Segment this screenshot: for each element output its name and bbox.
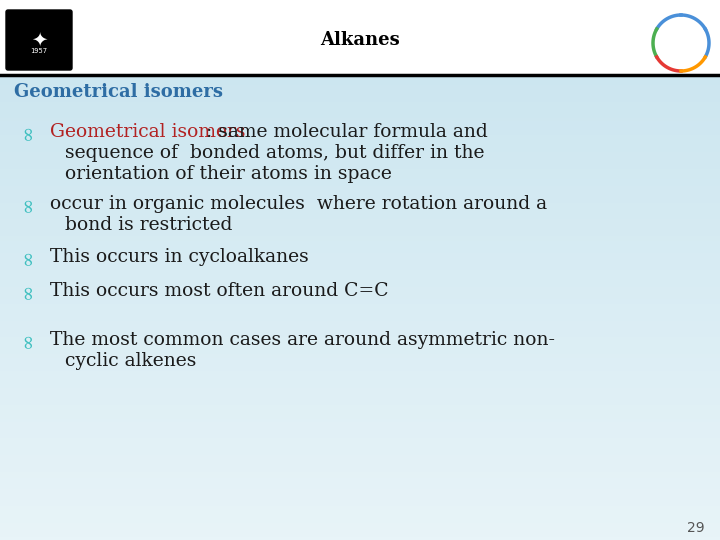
Text: bond is restricted: bond is restricted	[65, 216, 233, 234]
Text: ∞: ∞	[19, 196, 37, 212]
Text: sequence of  bonded atoms, but differ in the: sequence of bonded atoms, but differ in …	[65, 144, 485, 162]
Text: : same molecular formula and: : same molecular formula and	[206, 123, 487, 141]
Text: 1957: 1957	[30, 48, 48, 54]
Text: ∞: ∞	[19, 332, 37, 348]
Text: cyclic alkenes: cyclic alkenes	[65, 352, 197, 370]
Text: Alkanes: Alkanes	[320, 31, 400, 49]
Text: This occurs most often around C=C: This occurs most often around C=C	[50, 282, 389, 300]
Text: occur in organic molecules  where rotation around a: occur in organic molecules where rotatio…	[50, 195, 547, 213]
Text: orientation of their atoms in space: orientation of their atoms in space	[65, 165, 392, 183]
Text: ∞: ∞	[19, 283, 37, 299]
Text: ✦: ✦	[31, 30, 48, 50]
Text: ∞: ∞	[19, 124, 37, 140]
FancyBboxPatch shape	[6, 10, 72, 70]
Bar	[0, 0, 720, 75]
Text: Geometrical isomers: Geometrical isomers	[50, 123, 246, 141]
Text: Geometrical isomers: Geometrical isomers	[14, 83, 223, 101]
Text: This occurs in cycloalkanes: This occurs in cycloalkanes	[50, 248, 309, 266]
Text: The most common cases are around asymmetric non-: The most common cases are around asymmet…	[50, 331, 555, 349]
Text: ∞: ∞	[19, 249, 37, 265]
Text: 29: 29	[688, 521, 705, 535]
